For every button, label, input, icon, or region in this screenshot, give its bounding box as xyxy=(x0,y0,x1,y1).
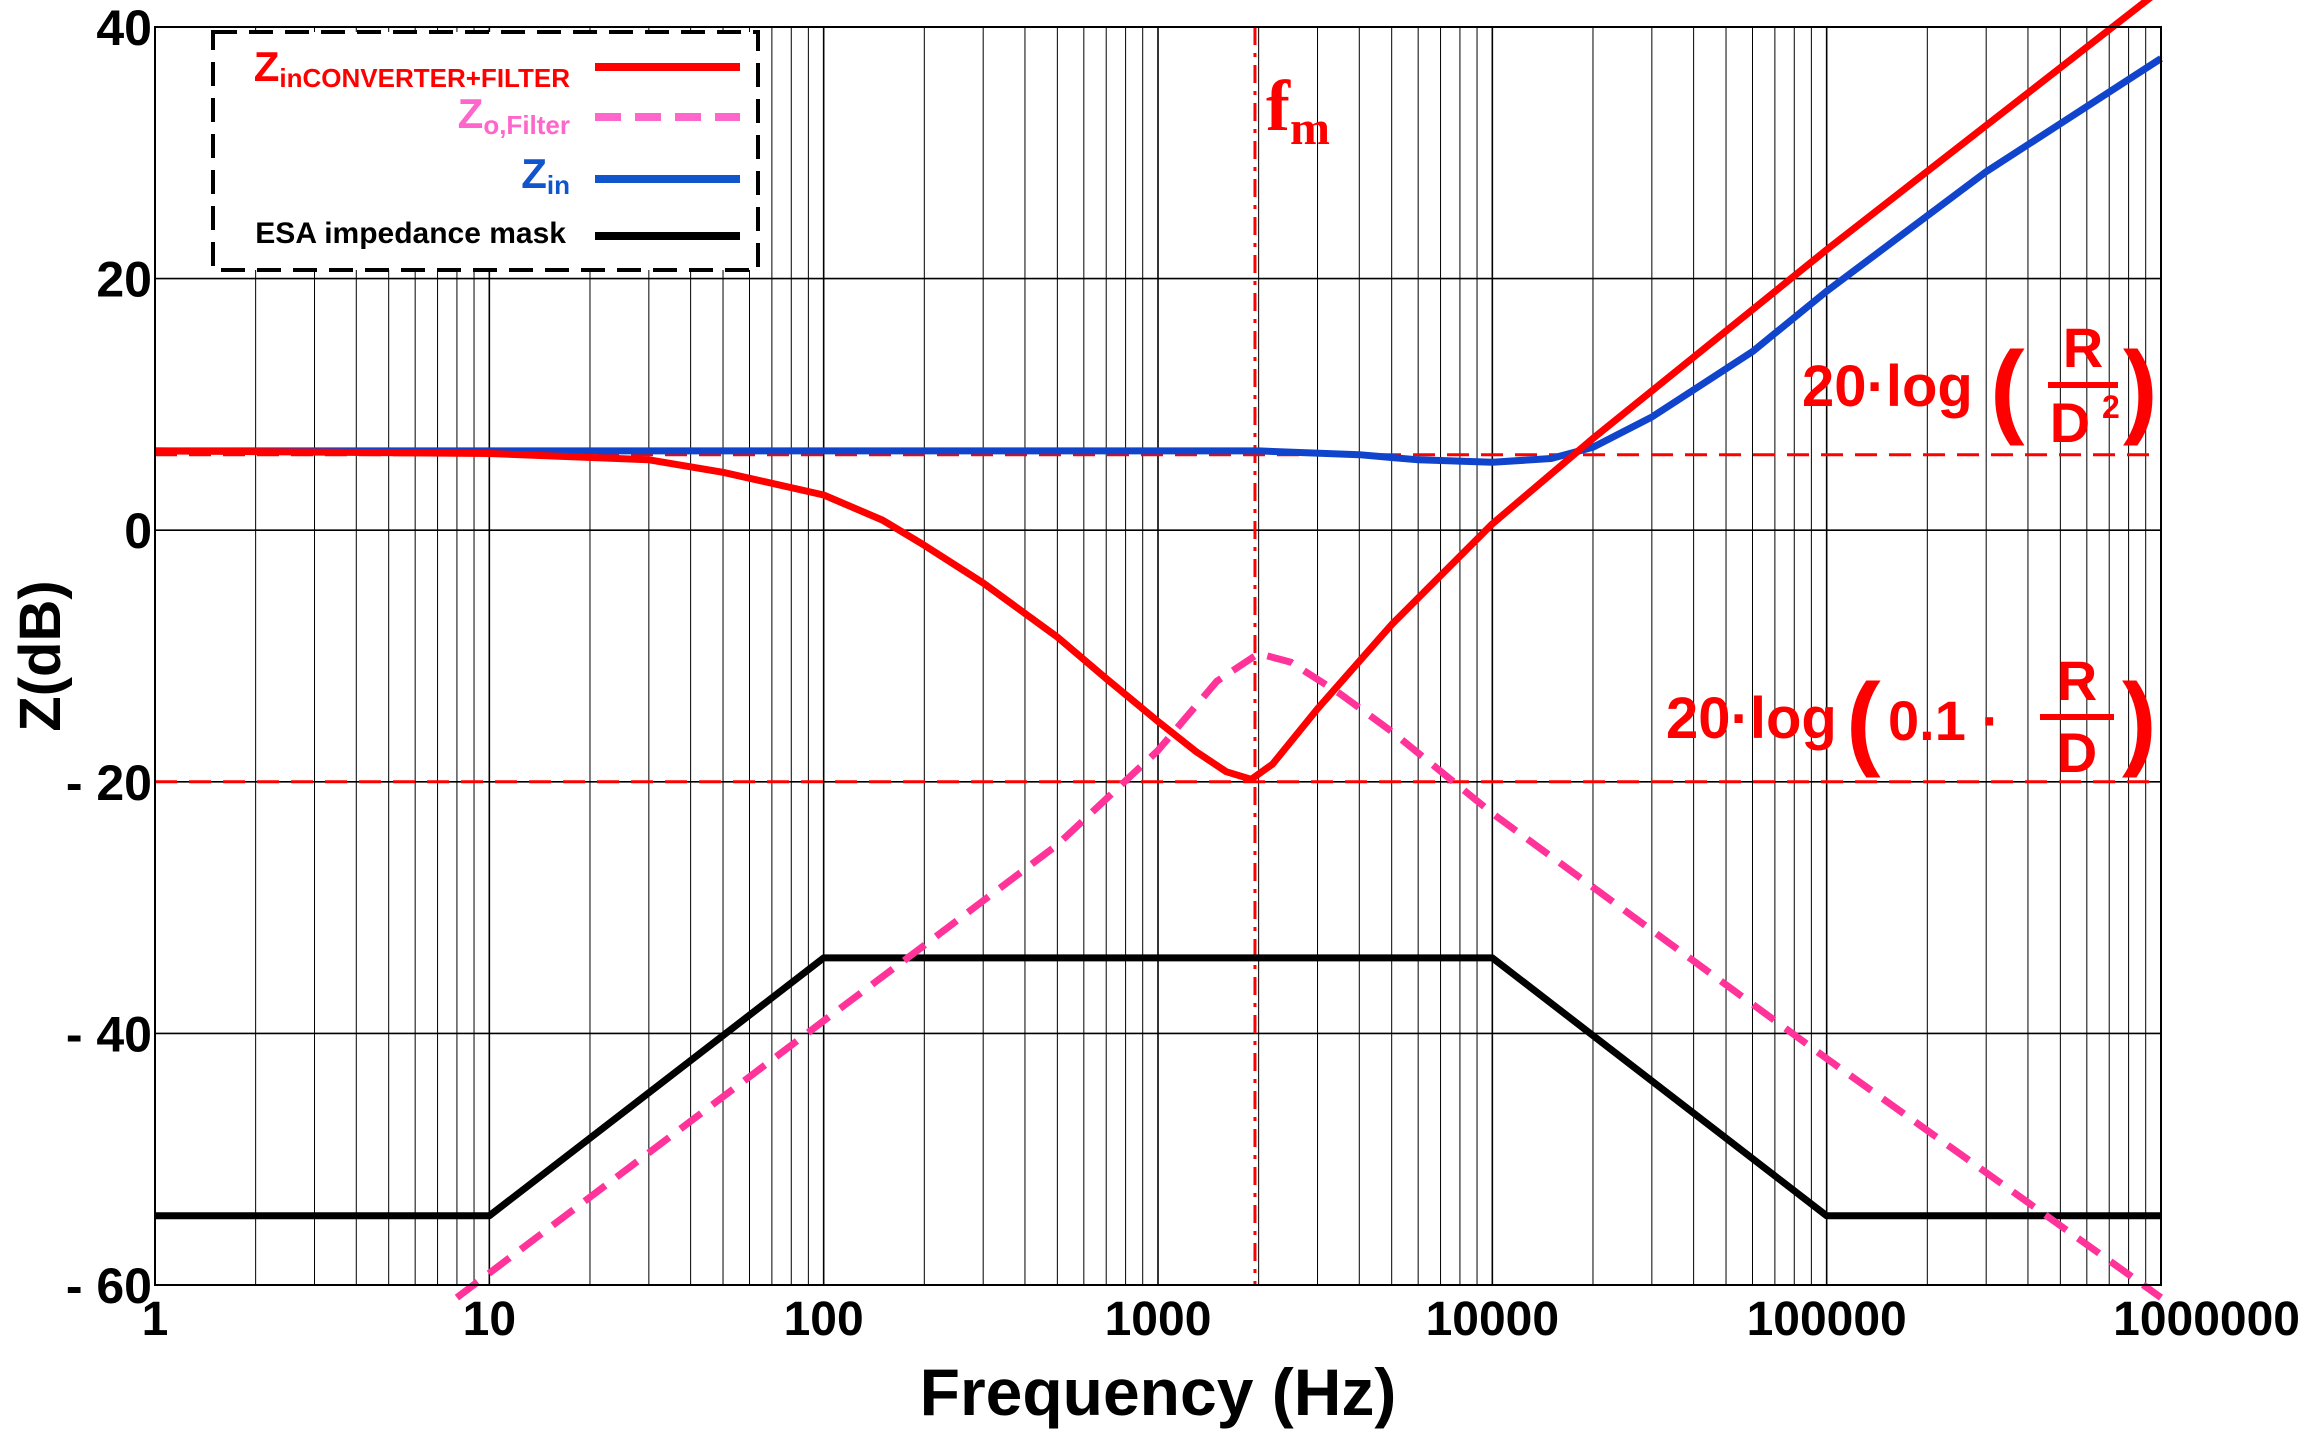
y-tick-label: 40 xyxy=(96,0,152,56)
reference-lines xyxy=(155,27,2161,1285)
x-axis-ticks: 1 10 100 1000 10000 100000 1000000 xyxy=(142,1293,2300,1346)
annotation-upper-prefix: 20·log xyxy=(1802,354,1973,419)
annotation-upper-close-paren: ) xyxy=(2123,331,2158,447)
series-zo-filter xyxy=(454,650,2164,1301)
legend-label-zofilter: Zo,Filter xyxy=(458,90,570,140)
x-tick-label: 1000000 xyxy=(2113,1293,2300,1346)
annotation-upper: 20·log ( R D 2 ) xyxy=(1802,316,2158,454)
series-zin xyxy=(155,55,2163,466)
series-esa-mask xyxy=(155,954,2161,1220)
annotation-lower-numerator: R xyxy=(2057,649,2097,712)
y-tick-label: 20 xyxy=(96,252,152,308)
annotation-lower-open-paren: ( xyxy=(1846,663,1881,779)
annotation-lower-denominator: D xyxy=(2057,721,2097,784)
series-zin-converter-filter xyxy=(154,0,2153,783)
annotation-lower-fraction-bar xyxy=(2040,714,2114,720)
legend-label-esa-mask: ESA impedance mask xyxy=(255,217,566,250)
data-series xyxy=(154,0,2164,1301)
annotation-lower-close-paren: ) xyxy=(2122,663,2157,779)
x-tick-label: 100000 xyxy=(1747,1293,1907,1346)
annotation-upper-exponent: 2 xyxy=(2102,389,2120,425)
svg-text:fm: fm xyxy=(1266,66,1330,155)
x-tick-label: 1 xyxy=(142,1293,169,1346)
legend-label-zinconverter: ZinCONVERTER+FILTER xyxy=(254,43,570,93)
plot-frame xyxy=(154,26,2162,1286)
fm-label-main: f xyxy=(1266,66,1291,146)
fm-label: fm xyxy=(1266,66,1330,155)
annotation-upper-numerator: R xyxy=(2063,316,2103,379)
y-axis-label: Z(dB) xyxy=(8,580,73,731)
fm-label-sub: m xyxy=(1290,102,1330,155)
legend: ZinCONVERTER+FILTER Zo,Filter Zin ESA im… xyxy=(211,30,760,272)
y-tick-label: - 40 xyxy=(66,1006,152,1062)
y-tick-label: - 60 xyxy=(66,1258,152,1314)
y-tick-label: - 20 xyxy=(66,755,152,811)
legend-label-zin: Zin xyxy=(521,150,570,200)
legend-box xyxy=(211,30,760,272)
x-tick-label: 1000 xyxy=(1105,1293,1212,1346)
annotation-upper-denominator: D xyxy=(2050,391,2090,454)
annotation-upper-fraction-bar xyxy=(2048,382,2118,388)
annotation-lower-prefix: 20·log xyxy=(1666,686,1837,751)
x-tick-label: 10000 xyxy=(1426,1293,1559,1346)
annotation-lower-factor: 0.1 · xyxy=(1888,689,2000,752)
x-axis-label: Frequency (Hz) xyxy=(920,1355,1397,1429)
annotation-lower: 20·log ( 0.1 · R D ) xyxy=(1666,649,2157,784)
annotation-upper-open-paren: ( xyxy=(1990,331,2025,447)
y-tick-label: 0 xyxy=(124,503,152,559)
x-tick-label: 100 xyxy=(784,1293,864,1346)
x-tick-label: 10 xyxy=(463,1293,516,1346)
y-axis-ticks: 40 20 0 - 20 - 40 - 60 xyxy=(66,0,152,1314)
